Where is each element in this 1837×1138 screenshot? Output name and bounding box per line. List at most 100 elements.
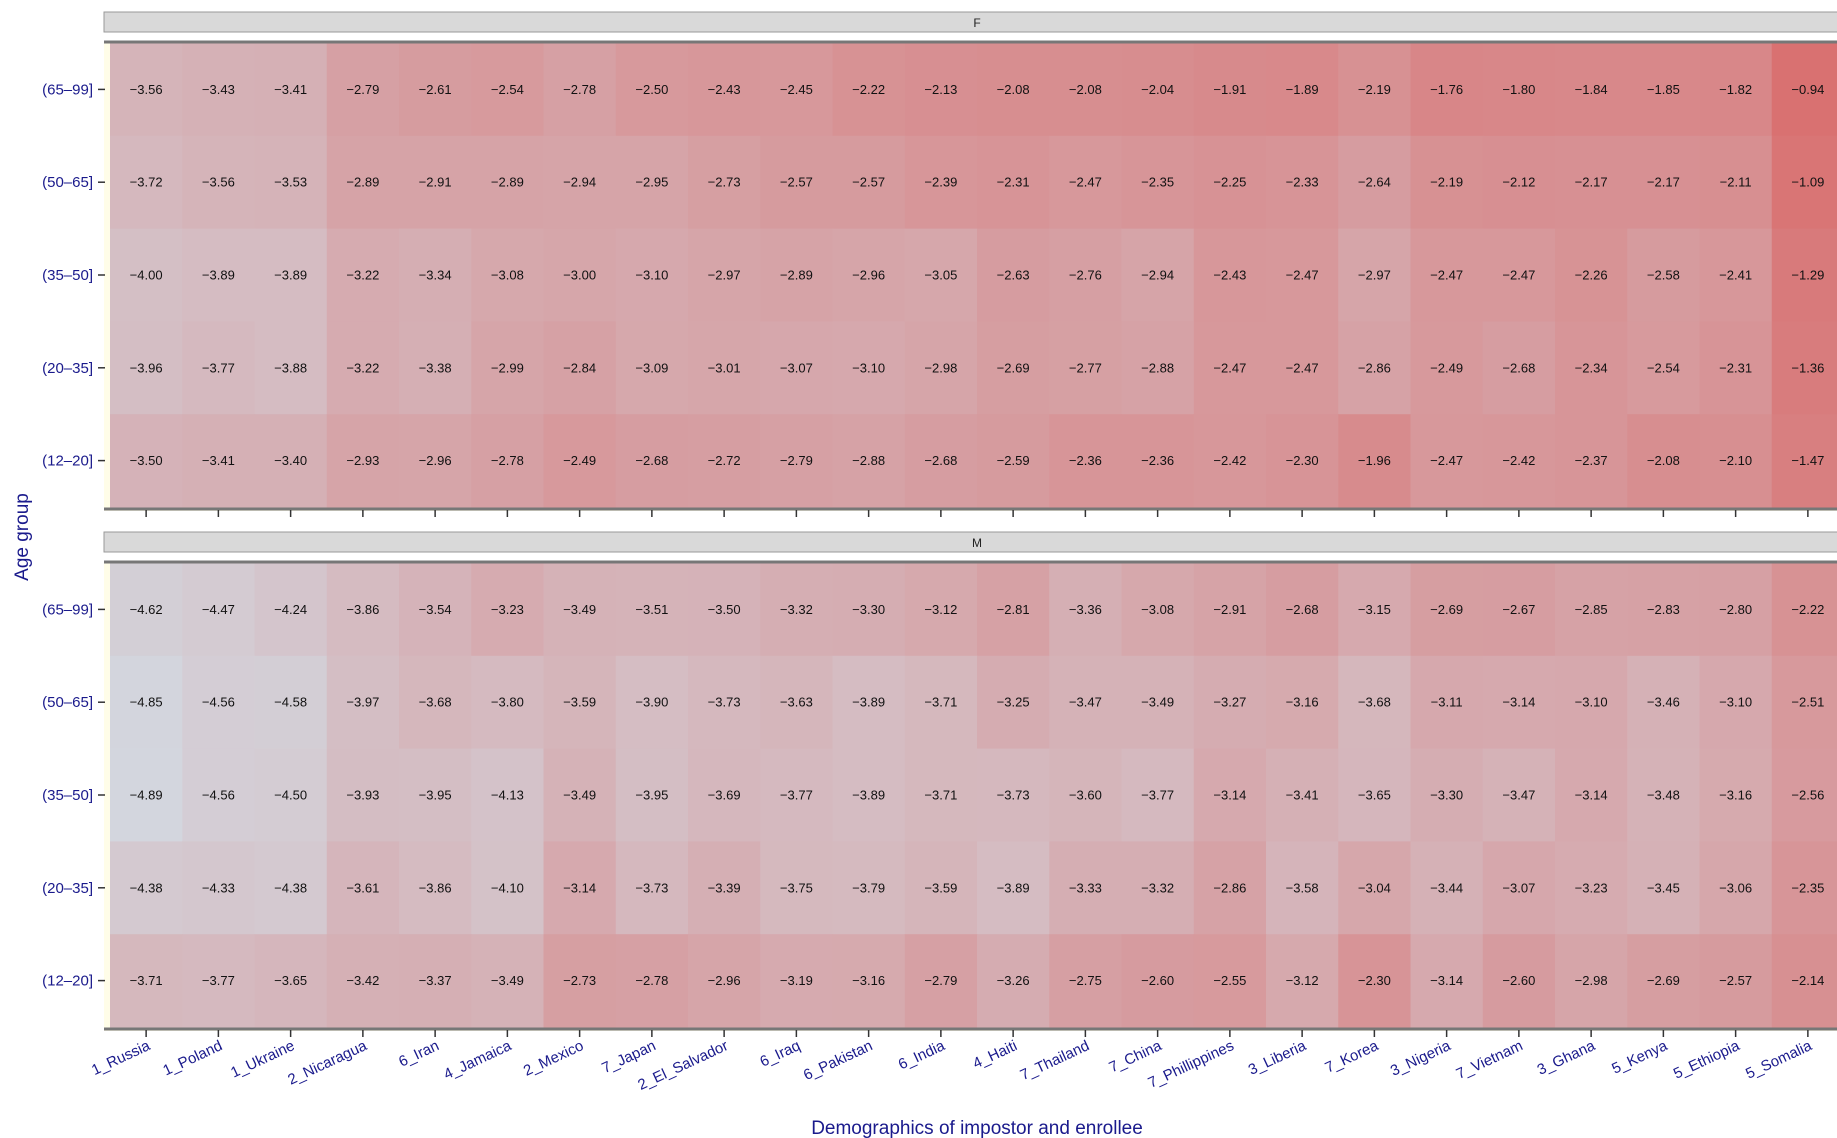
- cell-value-label: −3.10: [1575, 695, 1608, 710]
- heatmap-cell: [254, 841, 328, 935]
- heatmap-cell: [1627, 228, 1701, 322]
- heatmap-cell: [1193, 228, 1267, 322]
- cell-value-label: −1.96: [1358, 453, 1391, 468]
- cell-value-label: −3.16: [852, 973, 885, 988]
- heatmap-cell: [1627, 841, 1701, 935]
- cell-value-label: −2.84: [563, 360, 596, 375]
- cell-value-label: −3.71: [924, 695, 957, 710]
- facet-strip-label: M: [972, 536, 982, 550]
- heatmap-cell: [1482, 655, 1556, 750]
- heatmap-cell: [1410, 228, 1484, 322]
- cell-value-label: −2.97: [1358, 268, 1391, 283]
- heatmap-cell: [832, 414, 906, 508]
- row-tick-label: (65–99]: [42, 81, 93, 98]
- cell-value-label: −3.01: [708, 360, 741, 375]
- cell-value-label: −2.69: [997, 360, 1030, 375]
- heatmap-cell: [254, 655, 328, 750]
- cell-value-label: −3.56: [202, 175, 235, 190]
- cell-value-label: −2.54: [1647, 360, 1680, 375]
- heatmap-cell: [471, 228, 545, 322]
- cell-value-label: −3.79: [852, 880, 885, 895]
- heatmap-cell: [1555, 655, 1628, 750]
- cell-value-label: −2.96: [708, 973, 741, 988]
- cell-value-label: −3.73: [708, 695, 741, 710]
- heatmap-cell: [615, 228, 689, 322]
- heatmap-cell: [904, 321, 978, 415]
- facet-strip-F: [103, 11, 1837, 33]
- column-tick-label: 5_Somalia: [1743, 1037, 1815, 1083]
- heatmap-cell: [182, 414, 256, 508]
- heatmap-cell: [1555, 43, 1628, 137]
- heatmap-cell: [615, 563, 689, 657]
- heatmap-cell: [832, 43, 906, 137]
- heatmap-cell: [1482, 841, 1556, 935]
- heatmap-cell: [1121, 228, 1195, 322]
- row-tick-label: (20–35]: [42, 360, 93, 377]
- heatmap-cell: [1338, 563, 1412, 657]
- cell-value-label: −3.89: [997, 880, 1030, 895]
- row-tick-label: (50–65]: [42, 694, 93, 711]
- cell-value-label: −2.80: [1719, 602, 1752, 617]
- heatmap-cell: [615, 748, 689, 842]
- heatmap-cell: [543, 414, 617, 508]
- heatmap-cell: [1482, 321, 1556, 415]
- cell-value-label: −3.00: [563, 268, 596, 283]
- heatmap-cell: [1049, 228, 1123, 322]
- cell-value-label: −3.50: [130, 453, 163, 468]
- heatmap-cell: [254, 321, 328, 415]
- cell-value-label: −2.35: [1791, 880, 1824, 895]
- heatmap-cell: [1121, 655, 1195, 750]
- heatmap-cell: [1482, 414, 1556, 508]
- heatmap-cell: [1627, 43, 1701, 137]
- cell-value-label: −2.13: [924, 82, 957, 97]
- cell-value-label: −2.89: [780, 268, 813, 283]
- cell-value-label: −3.41: [274, 82, 307, 97]
- heatmap-cell: [615, 321, 689, 415]
- heatmap-cell: [760, 655, 834, 750]
- row-tick-label: (20–35]: [42, 880, 93, 897]
- heatmap-cell: [1771, 135, 1837, 230]
- heatmap-cell: [543, 563, 617, 657]
- heatmap-cell: [110, 321, 183, 415]
- cell-value-label: −3.58: [1286, 880, 1319, 895]
- heatmap-cell: [1627, 135, 1701, 230]
- column-tick-label: 3_Ghana: [1535, 1037, 1599, 1079]
- cell-value-label: −3.32: [1141, 880, 1174, 895]
- heatmap-cell: [688, 43, 761, 137]
- heatmap-cell: [904, 43, 978, 137]
- heatmap-cell: [977, 135, 1050, 230]
- heatmap-cell: [832, 841, 906, 935]
- heatmap-cell: [182, 563, 256, 657]
- heatmap-cell: [543, 841, 617, 935]
- heatmap-cell: [399, 414, 472, 508]
- cell-value-label: −3.14: [1213, 788, 1246, 803]
- heatmap-cell: [1193, 841, 1267, 935]
- cell-value-label: −3.50: [708, 602, 741, 617]
- heatmap-cell: [254, 563, 328, 657]
- cell-value-label: −3.54: [419, 602, 452, 617]
- heatmap-cell: [1627, 655, 1701, 750]
- heatmap-cell: [1555, 135, 1628, 230]
- heatmap-cell: [977, 563, 1050, 657]
- heatmap-cell: [904, 841, 978, 935]
- cell-value-label: −3.95: [635, 788, 668, 803]
- heatmap-cell: [1193, 321, 1267, 415]
- row-tick-label: (50–65]: [42, 174, 93, 191]
- heatmap-cell: [399, 321, 472, 415]
- cell-value-label: −3.22: [346, 360, 379, 375]
- heatmap-cell: [1555, 228, 1628, 322]
- cell-value-label: −4.56: [202, 695, 235, 710]
- heatmap-cell: [326, 321, 400, 415]
- cell-value-label: −3.68: [1358, 695, 1391, 710]
- cell-value-label: −3.43: [202, 82, 235, 97]
- heatmap-cell: [543, 228, 617, 322]
- heatmap-cell: [904, 748, 978, 842]
- heatmap-cell: [1193, 748, 1267, 842]
- cell-value-label: −3.45: [1647, 880, 1680, 895]
- heatmap-cell: [1771, 414, 1837, 508]
- heatmap-cell: [1627, 563, 1701, 657]
- heatmap-cell: [688, 228, 761, 322]
- heatmap-cell: [399, 228, 472, 322]
- cell-value-label: −2.47: [1430, 268, 1463, 283]
- cell-value-label: −1.09: [1791, 175, 1824, 190]
